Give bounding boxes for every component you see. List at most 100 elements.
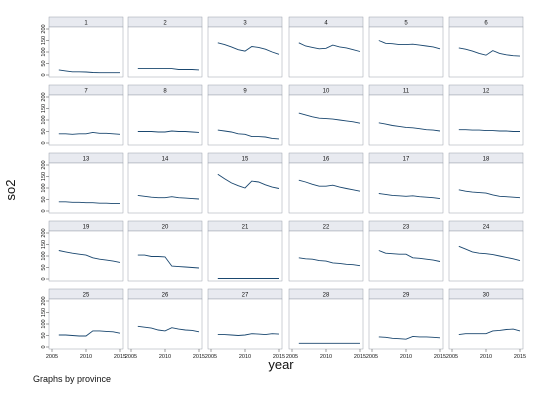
panel-15: 15 xyxy=(207,152,283,214)
series-line-3 xyxy=(217,42,280,55)
panel-4: 4 xyxy=(288,16,364,78)
panel-plot-area xyxy=(288,26,364,78)
series-line-23 xyxy=(378,250,441,262)
panel-plot-area xyxy=(127,298,203,350)
series-line-4 xyxy=(298,42,361,52)
y-tick-label: 200 xyxy=(41,24,47,33)
y-tick-label: 50 xyxy=(41,60,47,66)
panel-plot-area xyxy=(48,162,124,214)
y-tick-label: 100 xyxy=(41,115,47,124)
panel-21: 21 xyxy=(207,220,283,282)
panel-strip-label: 17 xyxy=(403,157,410,163)
y-tick-label: 0 xyxy=(41,141,47,144)
series-line-27 xyxy=(217,333,280,336)
panel-strip-label: 5 xyxy=(404,21,408,27)
panel-11: 11 xyxy=(368,84,444,146)
y-tick-label: 0 xyxy=(41,345,47,348)
y-tick-label: 50 xyxy=(41,196,47,202)
panel-plot-area xyxy=(448,298,524,350)
panel-3: 3 xyxy=(207,16,283,78)
panel-plot-area xyxy=(48,94,124,146)
series-line-20 xyxy=(137,254,200,269)
panel-strip-label: 8 xyxy=(163,89,167,95)
panel-18: 18 xyxy=(448,152,524,214)
panel-25: 25 0 50 100 150 200 2005 2010 2015 xyxy=(41,288,126,360)
x-tick-label: 2010 xyxy=(480,354,492,360)
series-line-14 xyxy=(137,194,200,200)
series-line-1 xyxy=(58,69,120,74)
x-tick-label: 2015 xyxy=(193,354,205,360)
panel-30: 30 2005 2010 2015 xyxy=(446,288,526,360)
series-line-19 xyxy=(58,250,121,263)
panel-strip-label: 23 xyxy=(403,225,410,231)
panel-26: 26 2005 2010 2015 xyxy=(125,288,205,360)
series-line-26 xyxy=(137,325,200,333)
panel-13: 13 0 50 100 150 200 xyxy=(41,152,124,214)
y-tick-label: 200 xyxy=(41,92,47,101)
panel-plot-area xyxy=(207,94,283,146)
panel-plot-area xyxy=(48,230,124,282)
panel-strip-label: 25 xyxy=(83,293,90,299)
panel-7: 7 0 50 100 150 200 xyxy=(41,84,124,146)
panel-strip-label: 30 xyxy=(483,293,490,299)
panel-plot-area xyxy=(207,26,283,78)
y-tick-label: 0 xyxy=(41,209,47,212)
panel-strip-label: 27 xyxy=(242,293,249,299)
panel-plot-area xyxy=(127,162,203,214)
panel-17: 17 xyxy=(368,152,444,214)
panel-plot-area xyxy=(448,230,524,282)
series-line-24 xyxy=(458,245,521,262)
x-tick-label: 2015 xyxy=(434,354,446,360)
panel-strip-label: 4 xyxy=(324,21,328,27)
x-tick-label: 2005 xyxy=(205,354,217,360)
y-tick-label: 0 xyxy=(41,73,47,76)
panel-plot-area xyxy=(48,298,124,350)
panel-27: 27 2005 2010 2015 xyxy=(205,288,285,360)
series-line-6 xyxy=(458,47,521,57)
panel-strip-label: 24 xyxy=(483,225,490,231)
panel-9: 9 xyxy=(207,84,283,146)
x-tick-label: 2010 xyxy=(320,354,332,360)
panel-strip-label: 13 xyxy=(83,157,90,163)
panel-plot-area xyxy=(368,298,444,350)
panel-plot-area xyxy=(368,162,444,214)
x-tick-label: 2005 xyxy=(46,354,58,360)
series-line-5 xyxy=(378,40,441,50)
series-line-9 xyxy=(217,129,280,140)
panel-10: 10 xyxy=(288,84,364,146)
y-tick-label: 0 xyxy=(41,277,47,280)
series-line-17 xyxy=(378,193,441,200)
panel-6: 6 xyxy=(448,16,524,78)
y-tick-label: 100 xyxy=(41,47,47,56)
panel-12: 12 xyxy=(448,84,524,146)
y-tick-label: 200 xyxy=(41,160,47,169)
series-line-30 xyxy=(458,328,521,336)
y-tick-label: 200 xyxy=(41,228,47,237)
panel-strip-label: 19 xyxy=(83,225,90,231)
y-tick-label: 150 xyxy=(41,240,47,249)
y-tick-label: 150 xyxy=(41,172,47,181)
panel-plot-area xyxy=(288,230,364,282)
panel-28: 28 2005 2010 2015 xyxy=(286,288,366,360)
panel-strip-label: 26 xyxy=(162,293,169,299)
y-tick-label: 150 xyxy=(41,104,47,113)
panel-strip-label: 29 xyxy=(403,293,410,299)
series-line-13 xyxy=(58,201,120,205)
panel-plot-area xyxy=(48,26,124,78)
panel-strip-label: 3 xyxy=(243,21,247,27)
panel-strip-label: 14 xyxy=(162,157,169,163)
panel-strip-label: 22 xyxy=(323,225,330,231)
series-line-29 xyxy=(378,335,441,340)
panel-22: 22 xyxy=(288,220,364,282)
panel-23: 23 xyxy=(368,220,444,282)
panel-8: 8 xyxy=(127,84,203,146)
panel-2: 2 xyxy=(127,16,203,78)
panel-strip-label: 21 xyxy=(242,225,249,231)
panel-16: 16 xyxy=(288,152,364,214)
panel-strip-label: 16 xyxy=(323,157,330,163)
x-tick-label: 2015 xyxy=(354,354,366,360)
panel-strip-label: 1 xyxy=(84,21,88,27)
